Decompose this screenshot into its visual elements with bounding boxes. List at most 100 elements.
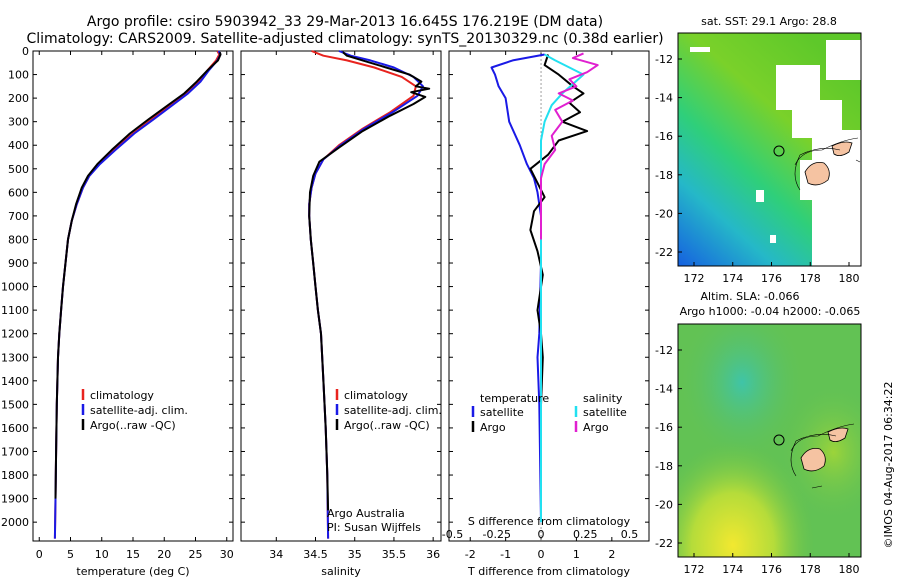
legend-label: Argo(..raw -QC) [344, 419, 430, 432]
x-tick-label: -2 [465, 548, 476, 561]
map-x-tick-label: 176 [761, 563, 782, 576]
y-tick-label: 600 [8, 186, 29, 199]
map-y-tick-label: -16 [655, 130, 673, 143]
s-diff-axis-label: S difference from climatology [468, 515, 631, 528]
y-tick-label: 400 [8, 139, 29, 152]
difference-series-temperature-satellite [490, 53, 545, 523]
sla-map-ticks: -12 -14 -16 -18 -20 -22 172 174 176 178 180 [655, 344, 859, 576]
sst-map: sat. SST: 29.1 Argo: 28.8 -12 -14 -16 -18 -2… [655, 15, 862, 285]
temperature-x-axis-label: temperature (deg C) [76, 565, 189, 578]
map-x-tick-label: 172 [684, 272, 705, 285]
bathymetry-contours [794, 137, 861, 191]
legend-label: satellite [480, 406, 524, 419]
y-tick-label: 1600 [1, 422, 29, 435]
y-tick-label: 1500 [1, 398, 29, 411]
x-tick-label: 15 [126, 548, 140, 561]
y-tick-label: 300 [8, 116, 29, 129]
x-tick-label: 2 [608, 548, 615, 561]
y-tick-label: 1700 [1, 445, 29, 458]
s-diff-tick-label: 0.25 [573, 528, 598, 541]
credit-annotation: Argo Australia [327, 507, 405, 520]
y-tick-label: 1400 [1, 375, 29, 388]
argo-float-marker [773, 145, 785, 157]
legend-label: satellite [583, 406, 627, 419]
x-tick-label: 5 [67, 548, 74, 561]
copyright-label: ©IMOS 04-Aug-2017 06:34:22 [882, 382, 895, 549]
y-tick-label: 800 [8, 233, 29, 246]
y-tick-label: 100 [8, 69, 29, 82]
legend-label: Argo [583, 421, 609, 434]
fiji-islands [804, 141, 853, 186]
map-y-tick-label: -14 [655, 383, 673, 396]
map-y-tick-label: -22 [655, 537, 673, 550]
y-tick-label: 200 [8, 92, 29, 105]
map-y-tick-label: -20 [655, 207, 673, 220]
x-tick-label: 20 [157, 548, 171, 561]
map-y-tick-label: -20 [655, 498, 673, 511]
x-tick-label: 10 [95, 548, 109, 561]
sst-map-title: sat. SST: 29.1 Argo: 28.8 [701, 15, 837, 28]
y-tick-label: 1800 [1, 469, 29, 482]
y-tick-label: 0 [22, 45, 29, 58]
x-tick-label: 35 [348, 548, 362, 561]
x-tick-label: 36 [426, 548, 440, 561]
legend-label: climatology [90, 389, 154, 402]
salinity-x-axis-label: salinity [321, 565, 361, 578]
map-y-tick-label: -18 [655, 169, 673, 182]
sla-map-frame [677, 323, 862, 558]
y-tick-label: 1300 [1, 351, 29, 364]
map-x-tick-label: 178 [800, 563, 821, 576]
x-tick-label: 35.5 [382, 548, 407, 561]
difference-series-salinity-satellite [540, 53, 585, 523]
x-tick-label: 0 [538, 548, 545, 561]
map-x-tick-label: 174 [722, 563, 743, 576]
x-tick-label: 1 [573, 548, 580, 561]
bathymetry-contours [790, 423, 855, 489]
map-y-tick-label: -18 [655, 460, 673, 473]
sst-map-frame [677, 32, 862, 267]
map-x-tick-label: 178 [800, 272, 821, 285]
map-y-tick-label: -14 [655, 92, 673, 105]
difference-axes-frame [448, 50, 650, 542]
y-tick-label: 1100 [1, 304, 29, 317]
x-tick-label: -1 [500, 548, 511, 561]
y-tick-label: 700 [8, 210, 29, 223]
y-tick-label: 500 [8, 163, 29, 176]
legend-label: climatology [344, 389, 408, 402]
map-y-tick-label: -16 [655, 421, 673, 434]
sla-map: Altim. SLA: -0.066 Argo h1000: -0.04 h20… [655, 290, 862, 576]
map-x-tick-label: 176 [761, 272, 782, 285]
y-tick-label: 2000 [1, 516, 29, 529]
x-tick-label: 0 [36, 548, 43, 561]
s-diff-tick-label: 0 [538, 528, 545, 541]
legend-label: Argo [480, 421, 506, 434]
title-line-1: Argo profile: csiro 5903942_33 29-Mar-20… [87, 14, 603, 30]
difference-x-axis-label: T difference from climatology [467, 565, 630, 578]
sla-map-title-1: Altim. SLA: -0.066 [700, 290, 799, 303]
y-tick-label: 900 [8, 257, 29, 270]
s-diff-tick-label: -0.25 [483, 528, 511, 541]
credit-annotation: PI: Susan Wijffels [327, 521, 421, 534]
legend-group-label: salinity [583, 392, 623, 405]
sst-map-ticks: -12 -14 -16 -18 -20 -22 172 174 176 178 180 [655, 53, 859, 285]
x-tick-label: 25 [189, 548, 203, 561]
salinity-series-climatology [308, 50, 417, 539]
salinity-chart: 34 34.5 35 35.5 36 salinity climatology satelli… [240, 50, 442, 578]
temperature-series-argo [54, 51, 222, 499]
map-y-tick-label: -12 [655, 344, 673, 357]
title-line-2: Climatology: CARS2009. Satellite-adjuste… [26, 31, 663, 47]
legend-group-label: temperature [480, 392, 549, 405]
s-diff-tick-label: 0.5 [621, 528, 639, 541]
salinity-series-argo [308, 51, 431, 511]
y-tick-label: 1000 [1, 281, 29, 294]
difference-series-salinity-argo [540, 52, 599, 240]
map-x-tick-label: 180 [839, 563, 860, 576]
y-tick-label: 1900 [1, 493, 29, 506]
legend-label: Argo(..raw -QC) [90, 419, 176, 432]
temperature-series-climatology [53, 50, 221, 539]
argo-float-marker [773, 434, 785, 446]
temperature-series-satellite-adj-clim- [53, 50, 222, 539]
salinity-axes-frame [240, 50, 442, 542]
difference-chart: -2 -1 0 1 2 T difference from climatology -0.5… [442, 50, 650, 578]
